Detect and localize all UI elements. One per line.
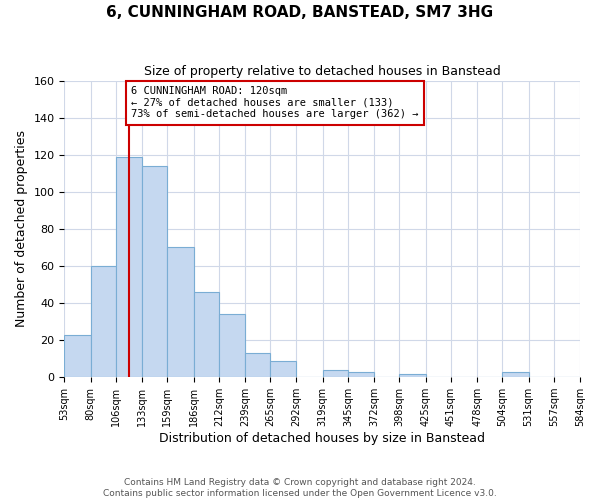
Bar — [245, 353, 270, 377]
Text: 6, CUNNINGHAM ROAD, BANSTEAD, SM7 3HG: 6, CUNNINGHAM ROAD, BANSTEAD, SM7 3HG — [106, 5, 494, 20]
Bar — [270, 360, 296, 377]
Bar — [400, 374, 425, 377]
Bar — [219, 314, 245, 377]
Y-axis label: Number of detached properties: Number of detached properties — [15, 130, 28, 328]
Bar — [167, 248, 194, 377]
Bar — [91, 266, 116, 377]
Bar — [116, 156, 142, 377]
X-axis label: Distribution of detached houses by size in Banstead: Distribution of detached houses by size … — [159, 432, 485, 445]
Text: 6 CUNNINGHAM ROAD: 120sqm
← 27% of detached houses are smaller (133)
73% of semi: 6 CUNNINGHAM ROAD: 120sqm ← 27% of detac… — [131, 86, 419, 120]
Bar — [348, 372, 374, 377]
Bar — [142, 166, 167, 377]
Bar — [194, 292, 219, 377]
Bar — [502, 372, 529, 377]
Bar — [323, 370, 348, 377]
Title: Size of property relative to detached houses in Banstead: Size of property relative to detached ho… — [144, 65, 500, 78]
Text: Contains HM Land Registry data © Crown copyright and database right 2024.
Contai: Contains HM Land Registry data © Crown c… — [103, 478, 497, 498]
Bar — [64, 334, 91, 377]
